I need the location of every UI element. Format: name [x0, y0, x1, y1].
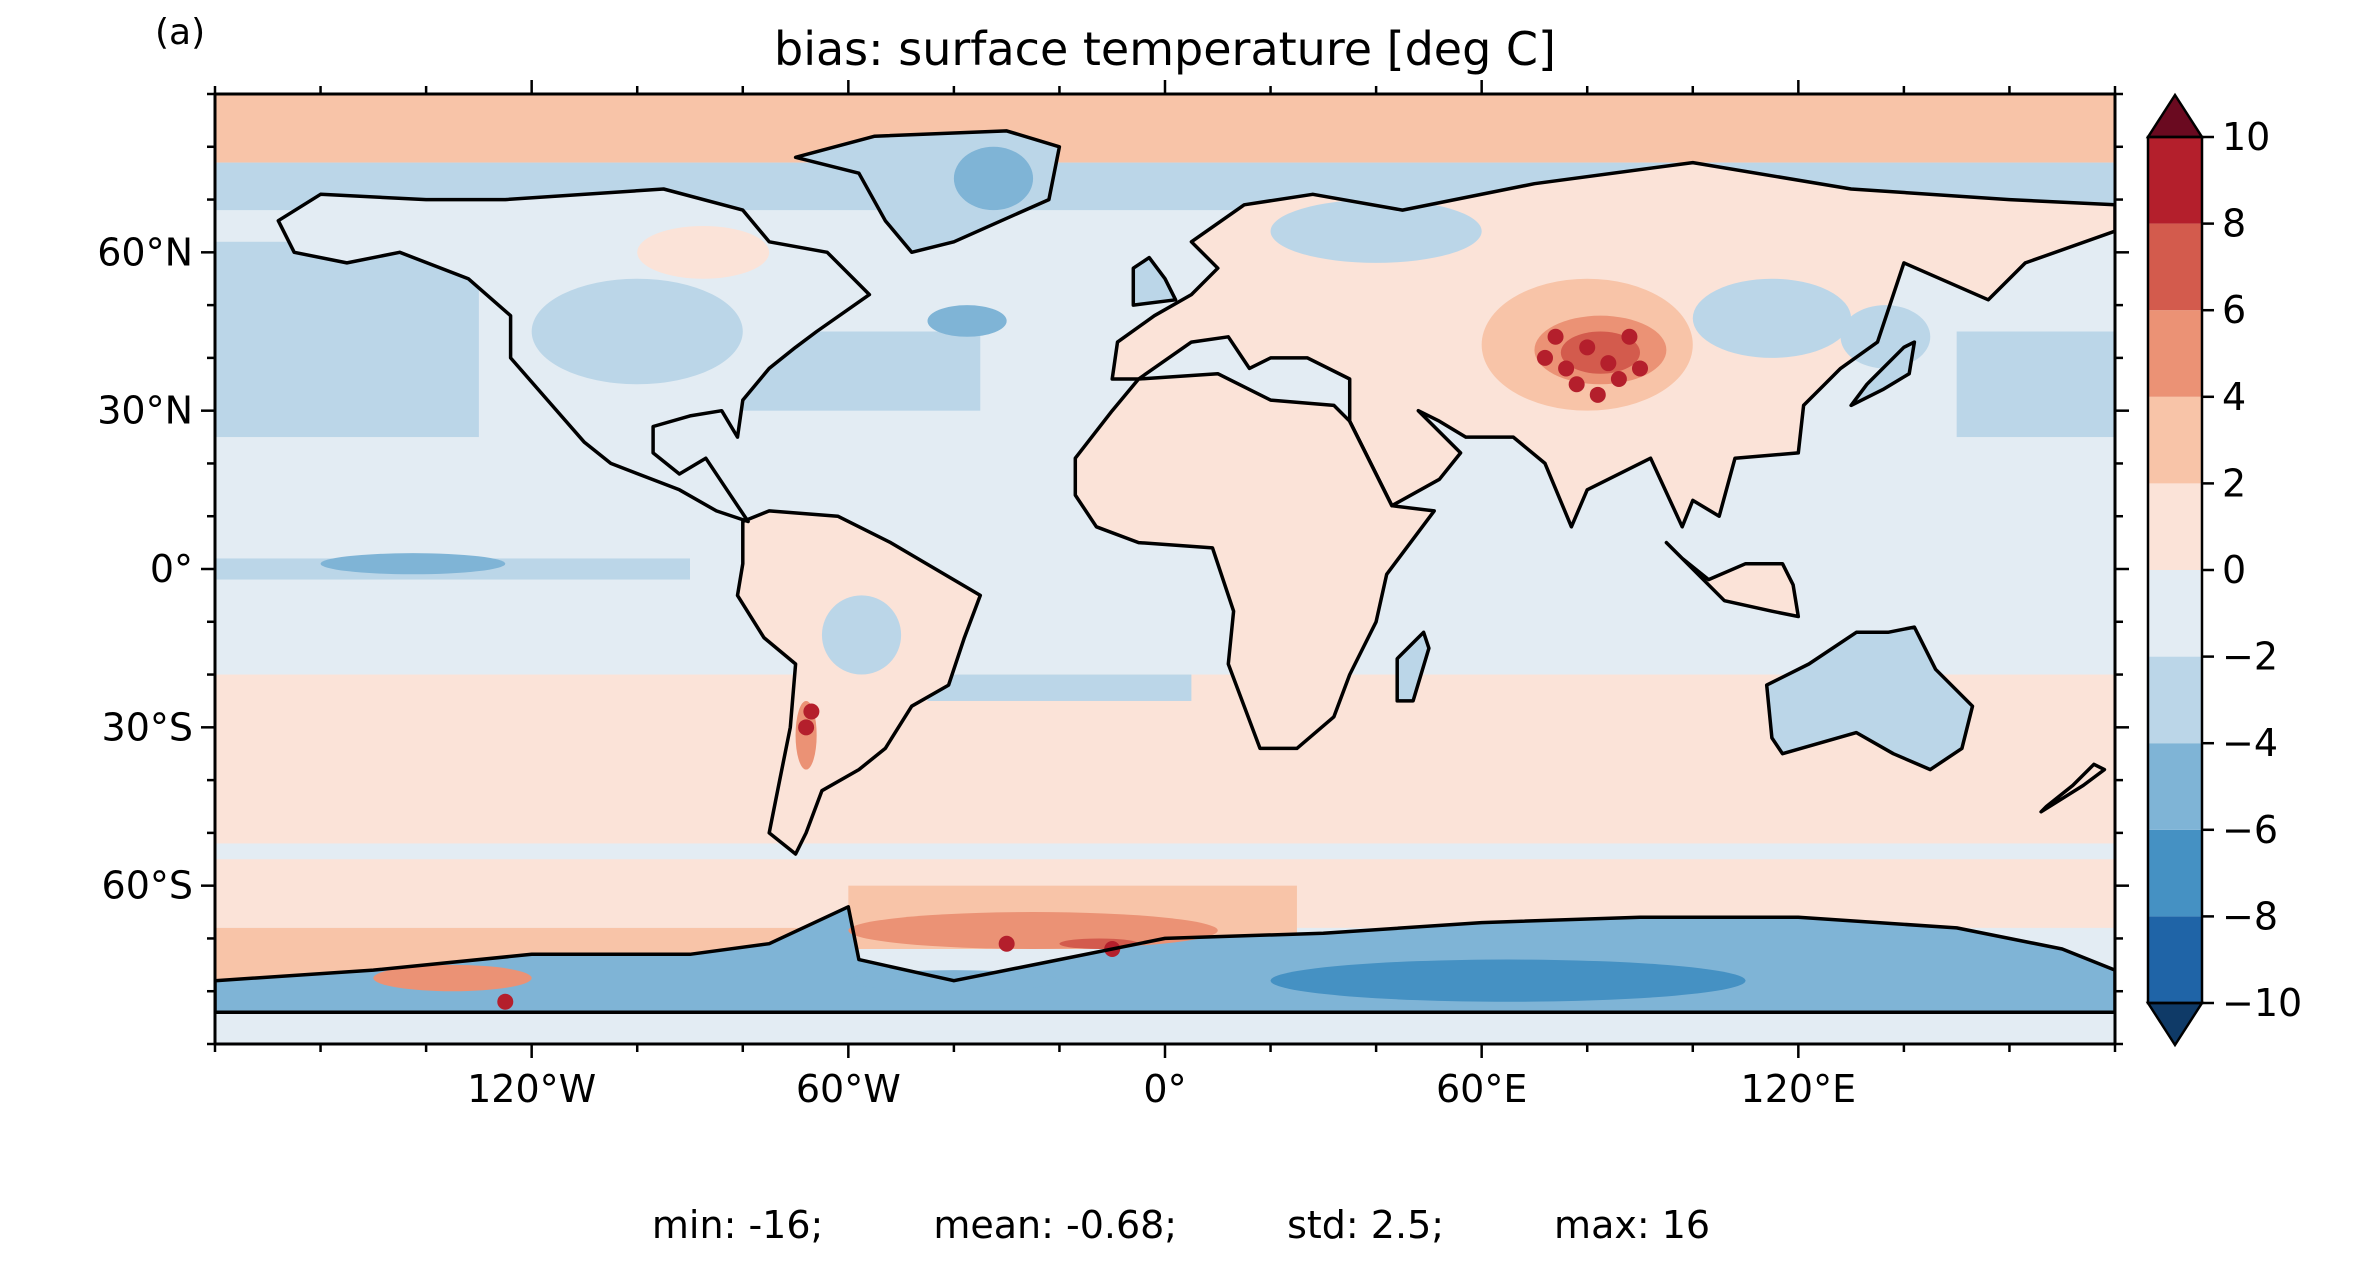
colorbar-extend-low [2145, 1001, 2205, 1048]
bias-blob [1270, 199, 1482, 263]
hot-spot [803, 703, 820, 720]
lat-tick-label: 30°N [97, 389, 193, 433]
land-madagascar [1397, 632, 1429, 701]
coast-greenland [793, 129, 1062, 255]
hot-spot [1537, 349, 1553, 366]
bias-patch [215, 94, 2115, 163]
lat-tick-label: 0° [150, 547, 193, 591]
coast-south-america [735, 509, 983, 856]
hot-spot [798, 719, 815, 736]
colorbar-segment [2148, 137, 2202, 224]
lon-tick-label: 0° [1143, 1067, 1186, 1111]
colorbar-segment [2148, 656, 2202, 744]
bias-patch [1956, 331, 2115, 438]
lon-tick-label: 60°E [1436, 1067, 1527, 1111]
hot-spot [1568, 376, 1585, 393]
colorbar-tick-label: 0 [2222, 548, 2246, 592]
bias-blob [848, 912, 1218, 949]
colorbar-segment [2148, 223, 2202, 311]
bias-blob [1560, 331, 1640, 374]
land-australia [1766, 627, 1973, 770]
colorbar-tick-label: 4 [2222, 375, 2246, 419]
colorbar-tick-label: 6 [2222, 288, 2246, 332]
stat-max: max: 16 [1554, 1203, 1711, 1247]
land-africa [1075, 373, 1435, 749]
colorbar-segment [2148, 743, 2202, 830]
bias-blob [637, 225, 770, 279]
colorbar-tick-label: 10 [2222, 115, 2270, 159]
bias-blob [373, 964, 532, 992]
hot-spot [1632, 360, 1648, 377]
coast-north-america [276, 187, 872, 524]
lat-tick-label: 60°N [97, 230, 193, 274]
coast-madagascar [1395, 630, 1431, 703]
lon-tick-label: 60°W [796, 1067, 901, 1111]
coast-antarctica [215, 905, 2115, 1015]
lon-tick-label: 120°E [1741, 1067, 1857, 1111]
hot-spot [1600, 355, 1617, 372]
bias-blob [531, 278, 743, 385]
colorbar-tick-label: 2 [2222, 461, 2246, 505]
map-axes: 120°W 60°W 0° 60°E 120°E 60°N 30°N 0° 30°S 60°S [97, 80, 2129, 1111]
land-indonesia [1666, 542, 1799, 617]
hot-spot [497, 993, 514, 1010]
bias-blob [821, 595, 902, 675]
land-south-america [737, 510, 981, 854]
colorbar-segment [2148, 916, 2202, 1003]
colorbar-tick-label: −10 [2222, 981, 2302, 1025]
colorbar-tick-label: −6 [2222, 808, 2278, 852]
bias-field [215, 94, 2115, 1044]
lat-tick-label: 30°S [102, 705, 193, 749]
coast-indonesia [1664, 540, 1801, 619]
stat-std: std: 2.5; [1287, 1203, 1445, 1247]
stat-mean: mean: -0.68; [933, 1203, 1178, 1247]
hot-spot [1610, 371, 1627, 387]
map-title: bias: surface temperature [deg C] [774, 22, 1556, 76]
bias-blob [320, 553, 506, 575]
colorbar-segment [2148, 483, 2202, 570]
coast-africa [1073, 371, 1436, 751]
lon-tick-label: 120°W [467, 1067, 596, 1111]
panel-label: (a) [155, 12, 206, 53]
coast-uk [1131, 255, 1178, 307]
stat-min: min: -16; [651, 1203, 824, 1247]
hot-spot [1547, 328, 1564, 345]
bias-blob [953, 146, 1034, 211]
coast-australia [1764, 625, 1975, 772]
coast-japan [1849, 340, 1917, 408]
hot-spot [1621, 328, 1638, 345]
bias-blob [927, 305, 1007, 337]
colorbar-segment [2148, 396, 2202, 484]
stats-line: min: -16; mean: -0.68; std: 2.5; max: 16 [0, 1203, 2362, 1247]
coastlines [215, 129, 2115, 1015]
colorbar: −10 −8 −6 −4 −2 0 2 4 6 8 10 [2145, 92, 2302, 1048]
lat-tick-label: 60°S [102, 864, 193, 908]
hot-spot [1558, 360, 1575, 377]
colorbar-tick-label: −4 [2222, 721, 2278, 765]
colorbar-segment [2148, 310, 2202, 397]
colorbar-segment [2148, 829, 2202, 917]
coast-new-zealand [2039, 762, 2107, 814]
colorbar-tick-label: 8 [2222, 202, 2246, 246]
colorbar-segment [2148, 570, 2202, 657]
colorbar-extend-high [2145, 92, 2205, 139]
coast-eurasia [1110, 160, 2115, 529]
bias-blob [1270, 959, 1746, 1002]
bias-patch [927, 674, 1192, 701]
land-uk [1133, 257, 1176, 306]
colorbar-tick-label: −2 [2222, 635, 2278, 679]
bias-blob [1692, 278, 1852, 358]
hot-spot [1579, 339, 1596, 356]
hot-spot [1589, 386, 1606, 403]
hot-spot [998, 935, 1015, 952]
colorbar-tick-label: −8 [2222, 894, 2278, 938]
bias-patch [215, 241, 479, 438]
